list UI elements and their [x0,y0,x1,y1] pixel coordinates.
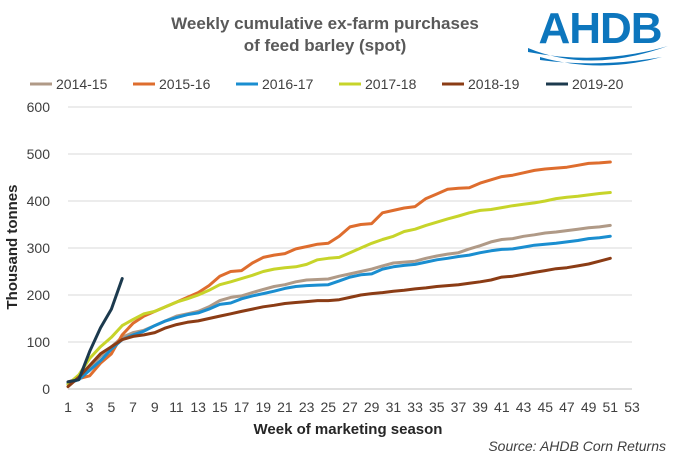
gridlines [68,106,632,390]
x-tick-label: 1 [64,399,72,415]
x-tick-label: 19 [255,399,271,415]
y-tick-label: 500 [27,146,51,162]
y-tick-label: 600 [27,99,51,115]
x-tick-label: 11 [169,399,184,415]
y-axis-title: Thousand tonnes [4,185,21,310]
x-tick-label: 53 [624,399,640,415]
series-line-2019-20 [66,277,124,384]
x-tick-label: 5 [107,399,115,415]
x-tick-label: 31 [386,399,402,415]
chart-title-line-1: Weekly cumulative ex-farm purchases [171,14,479,33]
chart-title-line-2: of feed barley (spot) [244,36,406,55]
series-line-2014-15 [66,223,612,386]
x-tick-label: 17 [234,399,250,415]
x-tick-label: 35 [429,399,445,415]
x-axis-title: Week of marketing season [254,421,443,438]
x-tick-label: 27 [342,399,358,415]
x-tick-label: 29 [364,399,380,415]
y-tick-label: 400 [27,193,51,209]
x-tick-label: 15 [212,399,228,415]
legend-label-2019-20: 2019-20 [572,76,624,92]
x-tick-label: 3 [86,399,94,415]
x-tick-label: 9 [151,399,159,415]
logo-swoosh [528,46,668,61]
series-line-2016-17 [66,234,612,385]
y-tick-labels: 0 100 200 300 400 500 600 [27,99,51,397]
y-tick-label: 300 [27,240,51,256]
x-tick-label: 37 [451,399,467,415]
y-tick-label: 100 [27,334,51,350]
legend-label-2017-18: 2017-18 [365,76,417,92]
y-tick-label: 0 [42,381,50,397]
legend-label-2016-17: 2016-17 [262,76,314,92]
x-tick-label: 45 [537,399,553,415]
x-tick-label: 41 [494,399,510,415]
x-tick-label: 39 [472,399,488,415]
series-lines [66,160,612,389]
logo-swoosh-lower [540,57,662,66]
x-tick-label: 43 [516,399,532,415]
series-line-2018-19 [66,256,612,389]
ahdb-logo: AHDB [528,4,668,66]
legend: 2014-15 2015-16 2016-17 2017-18 2018-19 2019-… [30,76,624,92]
source-note: Source: AHDB Corn Returns [488,438,666,454]
x-tick-label: 51 [603,399,619,415]
x-tick-label: 7 [129,399,137,415]
x-tick-label: 47 [559,399,575,415]
x-tick-label: 13 [190,399,206,415]
x-tick-label: 49 [581,399,597,415]
x-tick-label: 25 [321,399,337,415]
legend-label-2014-15: 2014-15 [56,76,108,92]
x-tick-label: 33 [407,399,423,415]
x-tick-label: 21 [277,399,293,415]
series-line-2017-18 [66,191,612,386]
logo-text: AHDB [538,4,661,53]
legend-label-2015-16: 2015-16 [159,76,211,92]
y-tick-label: 200 [27,287,51,303]
x-tick-labels: 1 3 5 7 9 11 13 15 17 19 21 23 25 27 29 31 33 35 37 39 41 43 4… [64,399,640,415]
legend-label-2018-19: 2018-19 [468,76,520,92]
x-tick-label: 23 [299,399,315,415]
